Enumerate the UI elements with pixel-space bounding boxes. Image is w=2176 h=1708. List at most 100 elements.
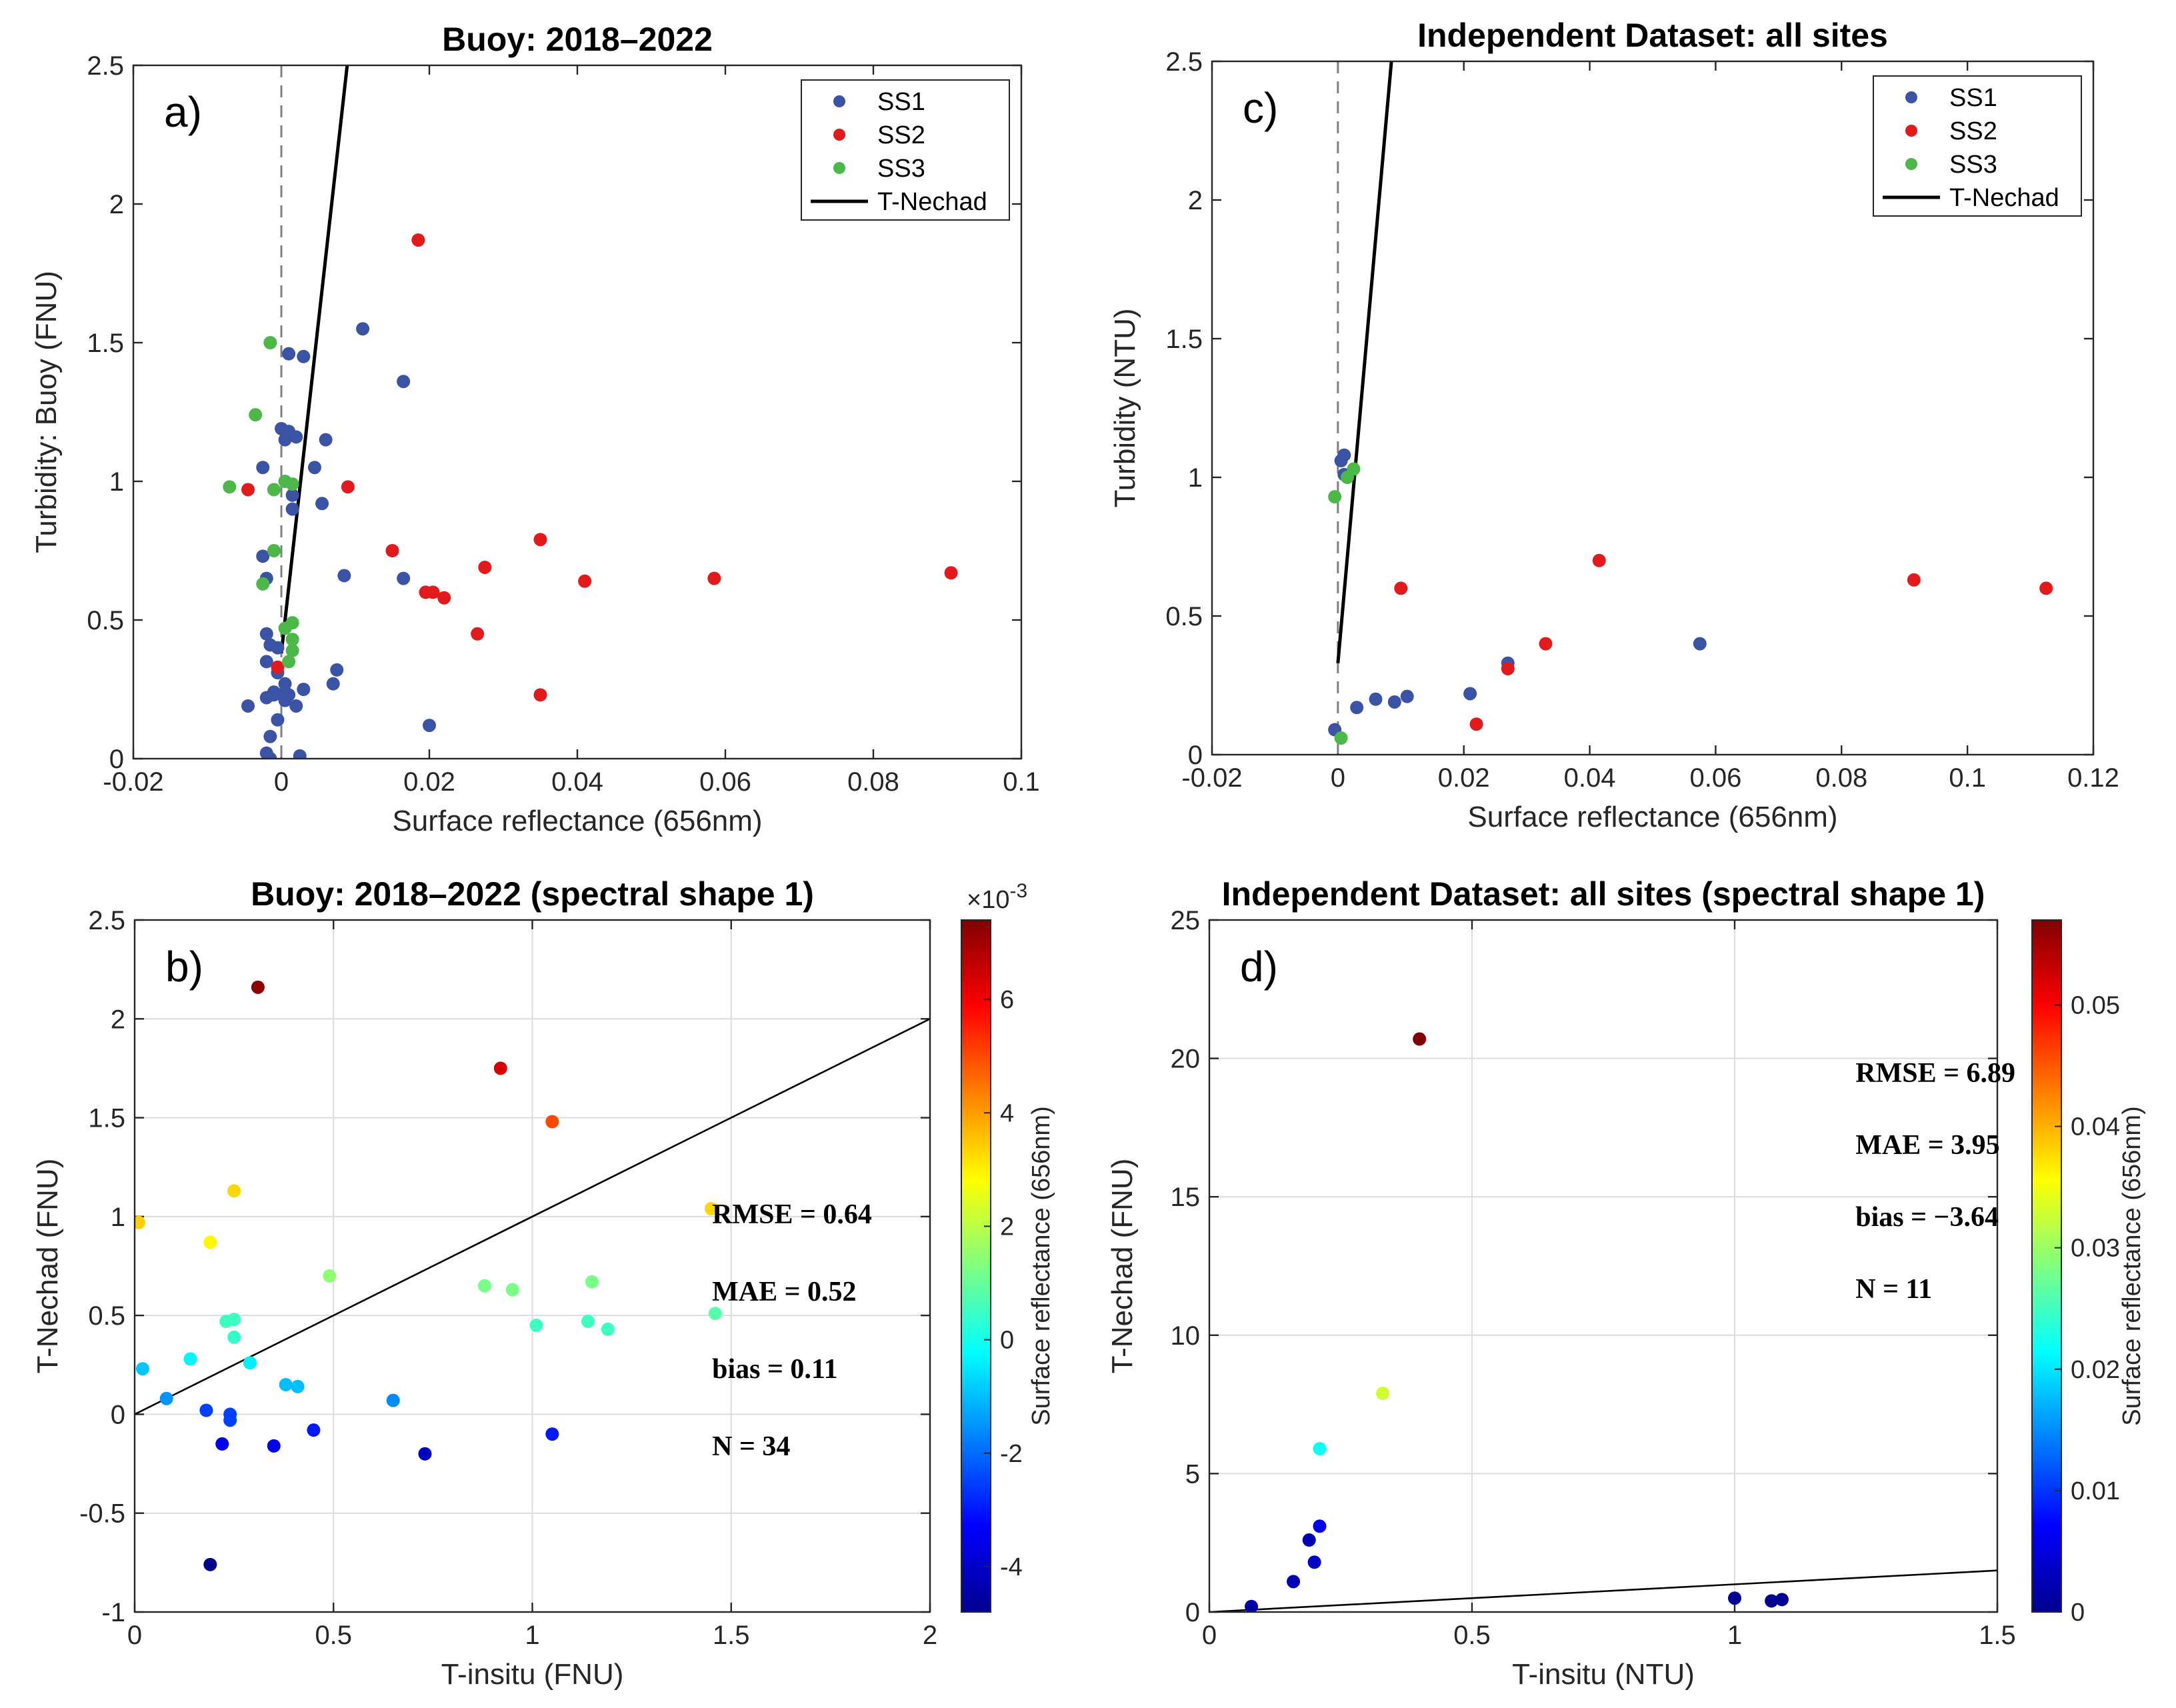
legend-label: SS3	[1949, 151, 1997, 179]
axes-box	[1208, 919, 1999, 1613]
data-point	[227, 1313, 241, 1327]
data-point-ss2	[2039, 581, 2053, 595]
y-tick-label: 1	[109, 467, 124, 497]
data-point-ss1	[263, 752, 277, 759]
data-point-ss2	[437, 591, 451, 605]
data-point-ss3	[1334, 731, 1348, 745]
x-axis-label: Surface reflectance (656nm)	[392, 805, 762, 837]
y-tick-label: -1	[101, 1598, 125, 1627]
y-tick-label: 0.5	[87, 606, 124, 635]
x-tick-label: 0.06	[1689, 763, 1741, 793]
data-point	[581, 1315, 595, 1329]
data-point-ss1	[1337, 448, 1351, 462]
data-point	[1765, 1594, 1779, 1608]
y-tick-label: 2	[111, 1005, 125, 1034]
data-point	[529, 1318, 543, 1332]
y-tick-label: 0.5	[88, 1301, 125, 1331]
y-tick-label: 0	[109, 745, 124, 774]
x-tick-label: 0.02	[1438, 763, 1490, 793]
colorbar-tick-label: 0.01	[2071, 1477, 2120, 1505]
t-nechad-line	[279, 65, 349, 654]
stats-annotation: RMSE = 6.89 MAE = 3.95 bias = −3.64 N = 11	[1855, 1058, 2015, 1305]
colorbar-gradient	[961, 919, 991, 1613]
data-point-ss1	[267, 688, 281, 702]
colorbar-tick-label: 0.03	[2071, 1235, 2120, 1263]
data-point-ss1	[256, 549, 270, 563]
colorbar-tick-label: -4	[1000, 1553, 1023, 1581]
x-tick-label: 0	[1331, 763, 1345, 793]
data-point-ss3	[285, 477, 299, 491]
chart-b: 0 0.5 1 1.5 2 -1 -0.5 0 0.5 1 1.5 2 2.5 Buoy: 2018–20…	[31, 875, 1055, 1691]
data-point-ss1	[241, 699, 255, 713]
y-tick-label: 2	[109, 190, 124, 219]
data-point	[493, 1061, 507, 1075]
stats-annotation: RMSE = 0.64 MAE = 0.52 bias = 0.11 N = 34	[712, 1199, 872, 1462]
data-point-ss1	[293, 749, 307, 759]
data-point	[267, 1439, 281, 1453]
data-point-ss2	[1592, 553, 1606, 567]
data-point	[1313, 1442, 1327, 1456]
colorbar-tick-label: 2	[1000, 1213, 1014, 1241]
data-point	[418, 1447, 432, 1461]
data-point-ss3	[278, 621, 292, 635]
data-point-ss2	[241, 483, 255, 497]
x-axis-label: T-insitu (FNU)	[441, 1658, 624, 1691]
plot-area	[1328, 61, 2053, 745]
stat-n: N = 34	[712, 1431, 790, 1462]
data-point	[227, 1330, 241, 1344]
colorbar-label: Surface reflectance (656nm)	[1027, 1106, 1055, 1425]
colorbar-tick-label: 0	[2071, 1599, 2085, 1627]
x-tick-label: -0.02	[1181, 763, 1242, 793]
data-point	[1302, 1533, 1316, 1547]
data-point-ss1	[1463, 687, 1477, 701]
chart-a: -0.02 0 0.02 0.04 0.06 0.08 0.100.511.522.5Buo…	[30, 21, 1040, 837]
data-point-ss1	[1693, 637, 1707, 651]
y-axis-label: T-Nechad (FNU)	[31, 1159, 64, 1374]
legend: SS1 SS2 SS3 T-Nechad	[801, 79, 1010, 221]
data-point	[203, 1235, 217, 1249]
data-point-ss2	[1394, 581, 1408, 595]
data-point-ss2	[533, 688, 547, 702]
axes-box	[132, 64, 1023, 760]
y-axis-label: Turbidity (NTU)	[1109, 308, 1141, 507]
data-point	[1287, 1575, 1301, 1589]
data-point-ss1	[297, 349, 311, 363]
y-tick-label: 20	[1171, 1045, 1201, 1074]
stat-rmse: RMSE = 6.89	[1855, 1058, 2015, 1089]
data-point-ss3	[267, 544, 281, 557]
data-point-ss1	[356, 322, 370, 336]
colorbar-tick-label: 0.02	[2071, 1356, 2120, 1384]
colorbar-exponent-power: -3	[1009, 880, 1027, 902]
data-point-ss3	[223, 480, 237, 494]
legend-marker-ss3	[833, 162, 845, 174]
x-tick-label: 0	[1202, 1621, 1217, 1650]
legend-label: SS2	[1949, 117, 1997, 145]
data-point	[279, 1377, 293, 1391]
data-point-ss1	[259, 655, 273, 669]
chart-d: 0 0.5 1 1.5 0 5 10 15 20 25 Independent Dataset: a…	[1106, 875, 2146, 1691]
x-tick-label: 0.08	[847, 767, 899, 797]
data-point-ss1	[330, 663, 344, 677]
x-tick-label: 0.5	[1453, 1621, 1491, 1650]
data-point-ss3	[249, 408, 263, 422]
x-tick-label: 0.08	[1815, 763, 1867, 793]
data-point-ss2	[271, 660, 285, 674]
x-tick-label: 0.02	[403, 767, 455, 797]
data-point	[159, 1391, 173, 1405]
y-axis-label: T-Nechad (FNU)	[1106, 1159, 1139, 1374]
legend-label: SS3	[877, 155, 925, 183]
colorbar: -4 -2 0 2 4 6 Surface reflectance (656nm) ×10-3	[961, 880, 1055, 1613]
data-point-ss1	[315, 497, 329, 511]
data-point	[1728, 1591, 1741, 1605]
data-point-ss1	[1350, 701, 1364, 715]
data-point	[183, 1352, 197, 1366]
data-point-ss2	[385, 544, 399, 557]
y-tick-label: 1	[111, 1203, 125, 1232]
data-point-ss1	[319, 433, 333, 447]
colorbar-tick-label: 4	[1000, 1099, 1014, 1127]
data-point	[386, 1393, 400, 1407]
stat-bias: bias = 0.11	[712, 1354, 838, 1385]
y-tick-label: 0	[1188, 741, 1203, 770]
y-tick-label: 1.5	[88, 1104, 125, 1133]
